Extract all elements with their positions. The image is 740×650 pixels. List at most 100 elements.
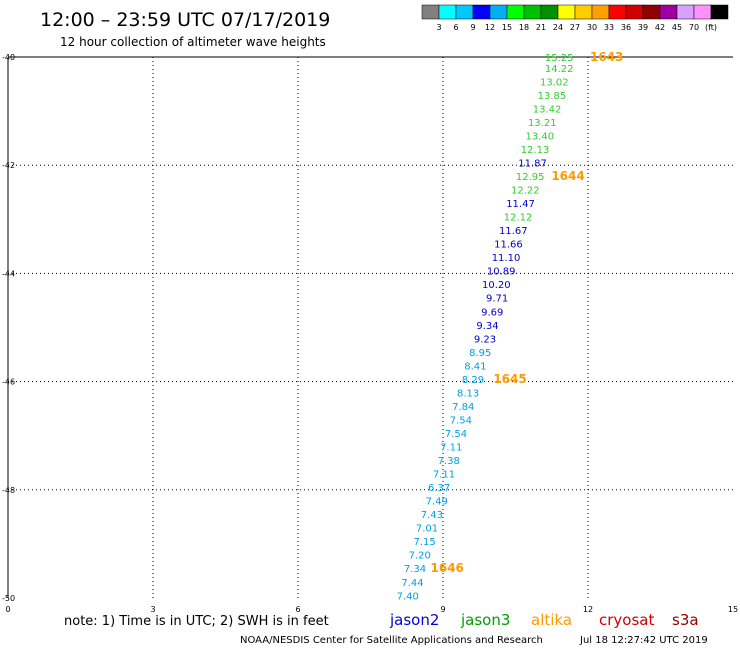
swh-data-label: 10.89	[487, 267, 516, 278]
satellite-legend-altika: altika	[531, 611, 572, 629]
swh-data-label: 13.42	[533, 104, 562, 115]
color-swatch	[506, 4, 525, 20]
color-scale-label: 39	[638, 23, 648, 32]
swh-data-label: 7.54	[445, 429, 467, 440]
color-scale-label: 3	[436, 23, 441, 32]
color-swatch	[591, 4, 610, 20]
swh-data-label: 11.87	[518, 158, 547, 169]
swh-data-label: 8.41	[464, 361, 486, 372]
swh-data-label: 7.38	[438, 456, 460, 467]
color-swatch	[676, 4, 695, 20]
satellite-legend-jason3: jason3	[460, 611, 510, 629]
color-swatch	[421, 4, 440, 20]
swh-data-label: 7.40	[397, 591, 419, 602]
color-swatch	[625, 4, 644, 20]
color-scale-label: 33	[604, 23, 614, 32]
swh-data-label: 7.01	[416, 524, 438, 535]
y-tick-label: -40	[2, 53, 15, 62]
x-tick-label: 15	[728, 605, 738, 614]
swh-data-label: 8.95	[469, 348, 491, 359]
x-tick-label: 12	[583, 605, 593, 614]
swh-data-label: 13.40	[526, 131, 555, 142]
swh-data-label: 7.49	[426, 497, 448, 508]
swh-data-label: 8.13	[457, 388, 479, 399]
swh-data-label: 9.34	[476, 321, 498, 332]
swh-data-label: 9.23	[474, 334, 496, 345]
time-label: 1644	[551, 169, 584, 183]
swh-data-label: 9.69	[481, 307, 503, 318]
swh-data-label: 9.71	[486, 294, 508, 305]
color-scale-label: 30	[587, 23, 597, 32]
color-swatch	[489, 4, 508, 20]
color-swatch	[659, 4, 678, 20]
color-scale-label: 27	[570, 23, 580, 32]
y-tick-label: -42	[2, 161, 15, 170]
color-scale-label: 45	[672, 23, 682, 32]
swh-data-label: 11.66	[494, 240, 523, 251]
color-swatch	[455, 4, 474, 20]
swh-data-label: 7.34	[404, 564, 426, 575]
swh-data-label: 7.44	[401, 578, 423, 589]
credit-line: NOAA/NESDIS Center for Satellite Applica…	[240, 635, 543, 646]
x-tick-label: 9	[440, 605, 445, 614]
color-scale-label: 70	[689, 23, 699, 32]
swh-data-label: 12.13	[521, 145, 550, 156]
timestamp: Jul 18 12:27:42 UTC 2019	[579, 635, 708, 646]
swh-data-label: 13.02	[540, 77, 569, 88]
satellite-legend-cryosat: cryosat	[599, 611, 654, 629]
swh-data-label: 7.11	[433, 470, 455, 481]
satellite-legend-jason2: jason2	[389, 611, 439, 629]
x-tick-label: 3	[150, 605, 155, 614]
color-scale-label: 36	[621, 23, 631, 32]
swh-data-label: 12.12	[504, 213, 533, 224]
swh-data-label: 10.20	[482, 280, 511, 291]
color-scale-label: 15	[502, 23, 512, 32]
color-scale-label: 9	[470, 23, 475, 32]
swh-data-label: 13.21	[528, 118, 557, 129]
color-swatch	[710, 4, 729, 20]
swh-data-label: 7.54	[450, 415, 472, 426]
color-scale-label: 12	[485, 23, 495, 32]
color-swatch	[540, 4, 559, 20]
color-swatch	[574, 4, 593, 20]
x-tick-label: 0	[5, 605, 10, 614]
color-swatch	[693, 4, 712, 20]
y-tick-label: -48	[2, 486, 15, 495]
color-swatch	[472, 4, 491, 20]
color-swatch	[608, 4, 627, 20]
swh-data-label: 11.67	[499, 226, 528, 237]
swh-data-label: 15.25	[545, 53, 574, 64]
swh-data-label: 7.11	[440, 443, 462, 454]
swh-data-label: 11.10	[492, 253, 521, 264]
swh-data-label: 8.29	[462, 375, 484, 386]
x-tick-label: 6	[295, 605, 300, 614]
color-scale-label: 21	[536, 23, 546, 32]
footnote: note: 1) Time is in UTC; 2) SWH is in fe…	[64, 614, 329, 629]
color-scale-label: 6	[453, 23, 458, 32]
swh-data-label: 12.95	[516, 172, 545, 183]
color-swatch	[557, 4, 576, 20]
swh-data-label: 13.85	[538, 91, 567, 102]
swh-data-label: 7.84	[452, 402, 474, 413]
plot-area: 0 3 6 9 12 15 -40 -42 -44 -46 -48 -50	[2, 53, 738, 614]
time-label: 1645	[493, 372, 526, 386]
swh-data-label: 14.22	[545, 64, 574, 75]
satellite-legend-s3a: s3a	[672, 611, 699, 629]
color-swatch	[523, 4, 542, 20]
time-label: 1646	[431, 561, 464, 575]
y-tick-label: -50	[2, 594, 15, 603]
color-scale-label: 24	[553, 23, 563, 32]
y-tick-label: -44	[2, 269, 15, 278]
time-label: 1643	[590, 50, 623, 64]
swh-data-label: 7.20	[409, 551, 431, 562]
color-scale-label: (ft)	[705, 23, 717, 32]
color-scale-label: 42	[655, 23, 665, 32]
swh-data-label: 6.37	[428, 483, 450, 494]
y-tick-label: -46	[2, 378, 15, 387]
chart-subtitle: 12 hour collection of altimeter wave hei…	[60, 35, 326, 49]
swh-data-label: 11.47	[506, 199, 535, 210]
color-swatch	[642, 4, 661, 20]
color-scale-bar: 3 6 9 12 15 18 21 24 27 30 33 36 39 42 45 70 (ft)	[421, 4, 729, 32]
